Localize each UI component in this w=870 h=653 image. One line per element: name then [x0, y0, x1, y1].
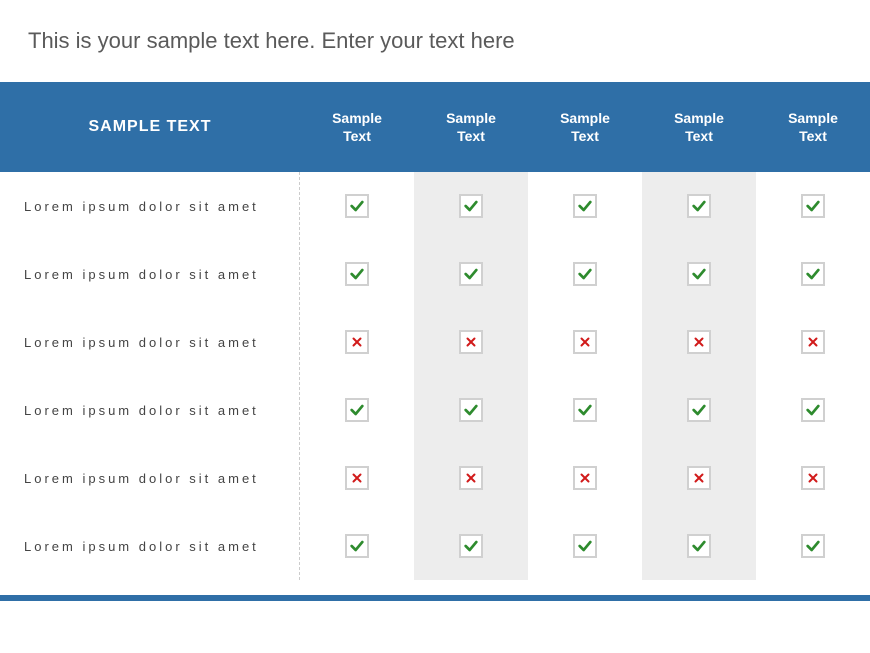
cross-icon — [573, 330, 597, 354]
table-cell — [756, 376, 870, 444]
label-column: Lorem ipsum dolor sit ametLorem ipsum do… — [0, 172, 300, 580]
header-col-label: SampleText — [674, 110, 724, 144]
table-cell — [642, 444, 756, 512]
check-icon — [573, 534, 597, 558]
bottom-accent-bar — [0, 595, 870, 601]
check-icon — [459, 534, 483, 558]
header-col-4: SampleText — [756, 109, 870, 145]
data-col-4 — [756, 172, 870, 580]
header-col-3: SampleText — [642, 109, 756, 145]
table-cell — [756, 308, 870, 376]
header-col-label: SampleText — [560, 110, 610, 144]
header-col-0: SampleText — [300, 109, 414, 145]
row-label: Lorem ipsum dolor sit amet — [0, 512, 299, 580]
table-cell — [756, 444, 870, 512]
table-cell — [414, 240, 528, 308]
check-icon — [459, 262, 483, 286]
check-icon — [345, 194, 369, 218]
row-label: Lorem ipsum dolor sit amet — [0, 376, 299, 444]
row-label: Lorem ipsum dolor sit amet — [0, 240, 299, 308]
check-icon — [801, 262, 825, 286]
table-cell — [756, 512, 870, 580]
data-col-3 — [642, 172, 756, 580]
table-cell — [528, 172, 642, 240]
check-icon — [573, 398, 597, 422]
table-cell — [528, 240, 642, 308]
table-cell — [528, 512, 642, 580]
table-cell — [414, 172, 528, 240]
table-cell — [642, 172, 756, 240]
cross-icon — [687, 466, 711, 490]
header-label-col: SAMPLE TEXT — [0, 118, 300, 136]
cross-icon — [459, 330, 483, 354]
cross-icon — [801, 330, 825, 354]
row-label: Lorem ipsum dolor sit amet — [0, 444, 299, 512]
table-cell — [528, 376, 642, 444]
data-col-2 — [528, 172, 642, 580]
check-icon — [687, 194, 711, 218]
cross-icon — [801, 466, 825, 490]
data-col-1 — [414, 172, 528, 580]
header-col-label: SampleText — [446, 110, 496, 144]
check-icon — [573, 194, 597, 218]
header-col-2: SampleText — [528, 109, 642, 145]
table-cell — [528, 444, 642, 512]
check-icon — [801, 194, 825, 218]
table-cell — [300, 512, 414, 580]
table-cell — [414, 308, 528, 376]
check-icon — [345, 262, 369, 286]
table-cell — [300, 240, 414, 308]
table-header-row: SAMPLE TEXT SampleText SampleText Sample… — [0, 82, 870, 172]
check-icon — [687, 262, 711, 286]
table-cell — [300, 172, 414, 240]
table-cell — [414, 444, 528, 512]
table-body: Lorem ipsum dolor sit ametLorem ipsum do… — [0, 172, 870, 580]
table-cell — [642, 376, 756, 444]
table-cell — [300, 376, 414, 444]
cross-icon — [345, 330, 369, 354]
check-icon — [573, 262, 597, 286]
table-cell — [414, 512, 528, 580]
comparison-table: SAMPLE TEXT SampleText SampleText Sample… — [0, 82, 870, 580]
header-col-1: SampleText — [414, 109, 528, 145]
check-icon — [687, 398, 711, 422]
check-icon — [801, 534, 825, 558]
check-icon — [459, 398, 483, 422]
table-cell — [300, 308, 414, 376]
row-label: Lorem ipsum dolor sit amet — [0, 308, 299, 376]
check-icon — [345, 534, 369, 558]
header-col-label: SampleText — [332, 110, 382, 144]
data-col-0 — [300, 172, 414, 580]
table-cell — [528, 308, 642, 376]
cross-icon — [687, 330, 711, 354]
row-label: Lorem ipsum dolor sit amet — [0, 172, 299, 240]
table-cell — [642, 240, 756, 308]
cross-icon — [459, 466, 483, 490]
table-cell — [642, 308, 756, 376]
header-col-label: SampleText — [788, 110, 838, 144]
table-cell — [642, 512, 756, 580]
table-cell — [300, 444, 414, 512]
check-icon — [687, 534, 711, 558]
check-icon — [459, 194, 483, 218]
check-icon — [345, 398, 369, 422]
data-columns — [300, 172, 870, 580]
table-cell — [414, 376, 528, 444]
table-cell — [756, 240, 870, 308]
cross-icon — [573, 466, 597, 490]
slide-title: This is your sample text here. Enter you… — [0, 28, 870, 54]
check-icon — [801, 398, 825, 422]
cross-icon — [345, 466, 369, 490]
table-cell — [756, 172, 870, 240]
slide: This is your sample text here. Enter you… — [0, 0, 870, 653]
